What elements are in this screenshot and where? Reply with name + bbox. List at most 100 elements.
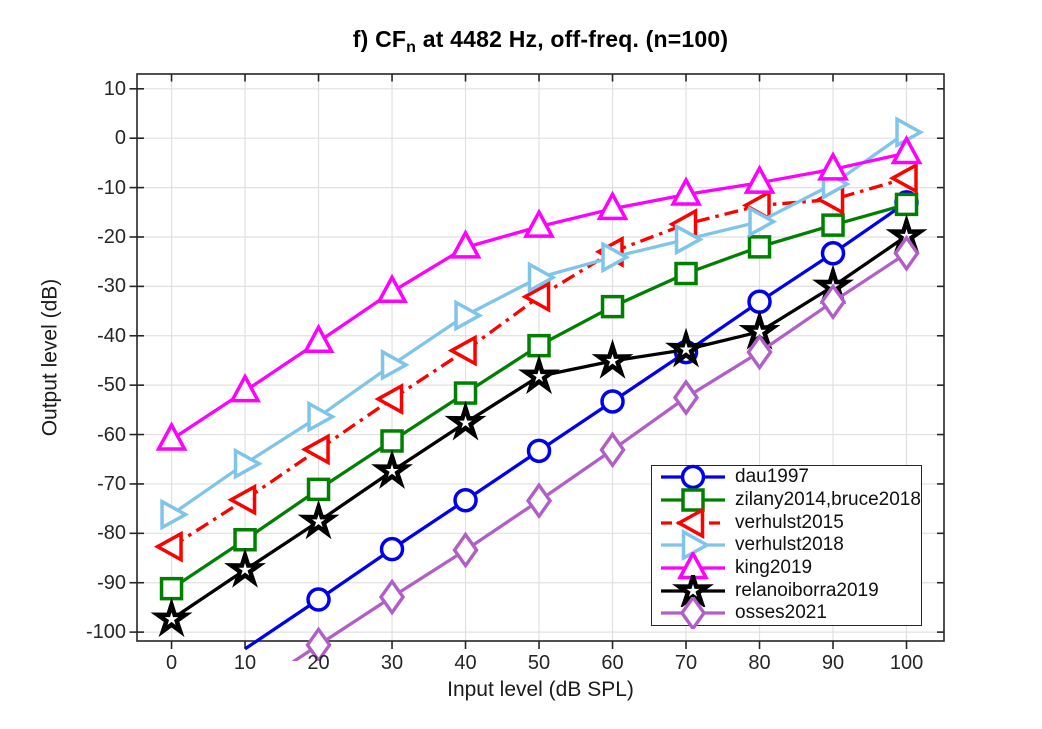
y-tick-label: -10 (97, 176, 126, 199)
data-point-marker (378, 578, 406, 616)
data-point-marker (306, 587, 331, 612)
data-point-marker (371, 449, 413, 489)
data-point-marker (150, 597, 193, 638)
x-tick-label: 60 (601, 652, 624, 674)
data-point-marker (674, 261, 698, 286)
data-point-marker (670, 176, 702, 206)
legend-item-king2019: king2019 (652, 552, 921, 580)
data-point-marker (155, 421, 188, 451)
data-point-marker (681, 529, 711, 562)
data-point-marker (890, 134, 923, 165)
x-tick-label: 10 (233, 652, 257, 674)
series-osses2021 (291, 234, 920, 661)
data-point-marker (680, 465, 706, 490)
series-zilany2014,bruce2018 (159, 192, 919, 601)
x-tick-label: 100 (889, 652, 924, 674)
data-point-marker (160, 498, 190, 531)
legend-label: king2019 (735, 557, 813, 579)
legend-marker-circle (661, 465, 725, 490)
series-line-osses2021 (291, 251, 908, 661)
legend-item-verhulst2018: verhulst2018 (652, 529, 921, 562)
data-point-marker (746, 333, 773, 371)
legend-label: verhulst2015 (735, 511, 844, 533)
legend-item-osses2021: osses2021 (652, 597, 921, 630)
data-point-marker (894, 192, 919, 217)
data-point-marker (525, 482, 553, 520)
x-tick-label: 40 (454, 652, 477, 674)
series-verhulst2018 (160, 116, 925, 531)
data-point-marker (675, 506, 705, 539)
data-point-marker (233, 447, 263, 480)
data-point-marker (453, 487, 478, 513)
y-tick-label: -50 (97, 374, 126, 397)
data-point-marker (518, 354, 560, 395)
data-point-marker (599, 431, 626, 469)
data-point-marker (527, 333, 551, 358)
y-tick-label: 10 (103, 77, 126, 100)
x-tick-label: 0 (165, 652, 178, 674)
series-verhulst2015 (153, 162, 918, 563)
y-tick-label: -40 (97, 324, 126, 347)
y-tick-label: -80 (97, 522, 126, 545)
data-point-marker (453, 381, 478, 405)
x-tick-label: 30 (380, 652, 404, 674)
data-point-marker (521, 280, 551, 313)
title-prefix: f) CF (352, 26, 407, 52)
legend-label: zilany2014,bruce2018 (735, 489, 921, 511)
data-point-marker (895, 116, 925, 149)
data-point-marker (380, 429, 404, 453)
data-point-marker (601, 241, 631, 274)
y-tick-label: -20 (97, 225, 126, 248)
series-line-dau1997 (244, 201, 908, 651)
data-point-marker (306, 477, 331, 502)
data-point-marker (305, 626, 332, 661)
y-tick-label: -100 (85, 621, 126, 644)
data-point-marker (743, 164, 776, 194)
y-tick-label: 0 (114, 127, 126, 150)
data-point-marker (526, 438, 552, 464)
data-point-marker (596, 190, 629, 221)
legend-marker-square (661, 488, 725, 512)
data-point-marker (229, 372, 261, 403)
legend-label: dau1997 (735, 466, 809, 488)
data-point-marker (452, 531, 479, 569)
data-point-marker (307, 400, 337, 433)
data-point-marker (893, 234, 920, 272)
data-point-marker (444, 400, 487, 441)
data-point-marker (681, 488, 705, 512)
data-point-marker (821, 213, 845, 237)
legend-item-zilany2014,bruce2018: zilany2014,bruce2018 (652, 488, 921, 512)
series-king2019 (155, 134, 923, 451)
data-point-marker (374, 383, 404, 415)
data-point-marker (665, 327, 707, 368)
data-point-marker (449, 229, 482, 259)
data-point-marker (747, 289, 772, 314)
x-axis-label: Input level (dB SPL) (447, 678, 634, 701)
y-axis-label: Output level (dB) (38, 278, 62, 437)
x-tick-label: 50 (527, 652, 551, 674)
legend-label: verhulst2018 (735, 534, 844, 556)
data-point-marker (591, 338, 634, 379)
data-point-marker (233, 528, 257, 552)
legend-label: relanoiborra2019 (735, 579, 879, 601)
data-point-marker (379, 536, 405, 562)
data-point-marker (672, 574, 714, 607)
data-point-marker (747, 235, 772, 259)
data-point-marker (819, 283, 847, 321)
data-point-marker (376, 273, 408, 304)
x-tick-label: 90 (821, 652, 845, 674)
data-point-marker (302, 323, 335, 353)
data-point-marker (153, 530, 183, 563)
data-point-marker (159, 576, 184, 601)
data-point-marker (817, 151, 849, 181)
legend-marker-triangle-right (661, 529, 725, 562)
data-point-marker (888, 162, 918, 195)
legend-marker-diamond (661, 597, 725, 630)
legend: dau1997 zilany2014,bruce2018 verhulst2015 v… (651, 465, 922, 630)
data-point-marker (600, 294, 625, 319)
x-tick-label: 20 (307, 652, 330, 674)
data-point-marker (674, 223, 704, 256)
data-point-marker (679, 597, 707, 630)
